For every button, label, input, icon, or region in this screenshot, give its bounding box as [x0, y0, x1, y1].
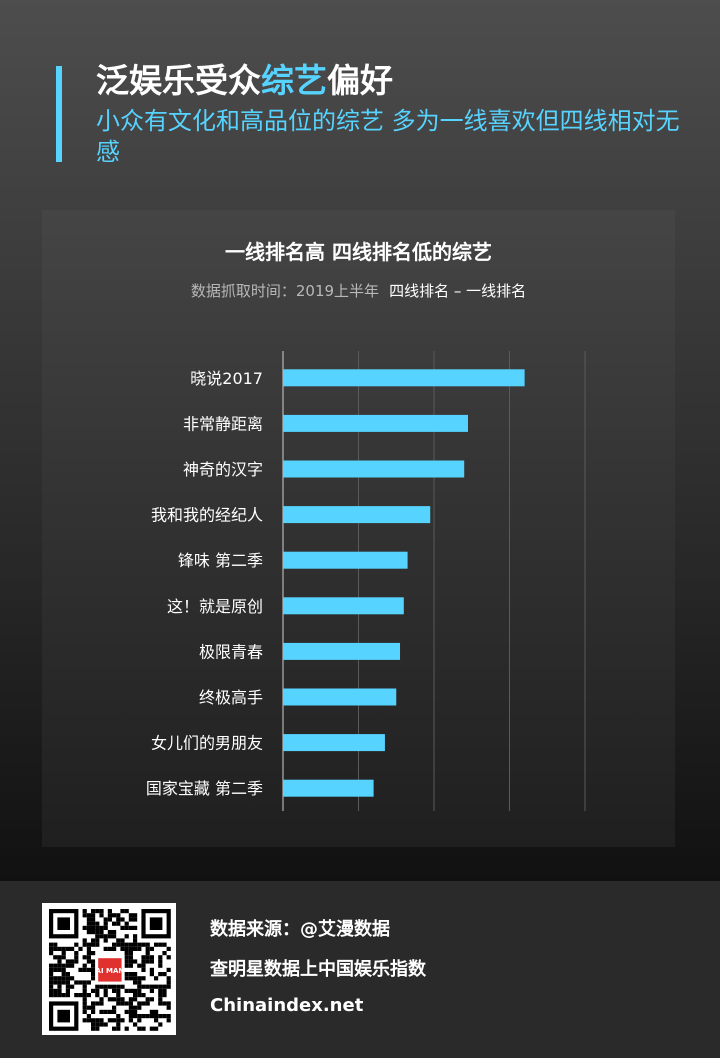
bar	[283, 414, 468, 432]
qr-code[interactable]: AI MAN	[42, 903, 176, 1035]
data-source: 数据来源：@艾漫数据	[210, 919, 390, 940]
page-subtitle: 小众有文化和高品位的综艺 多为一线喜欢但四线相对无感	[96, 107, 680, 166]
category-label: 终极高手	[199, 688, 263, 707]
bar	[283, 551, 408, 569]
bar	[283, 779, 374, 797]
bar	[283, 734, 385, 752]
category-label: 极限青春	[199, 642, 263, 661]
website-link[interactable]: Chinaindex.net	[210, 995, 364, 1016]
chart-subtitle: 数据抓取时间：2019上半年 四线排名 – 一线排名	[42, 280, 675, 301]
bar	[283, 369, 525, 387]
category-label: 神奇的汉字	[183, 460, 263, 479]
accent-bar	[56, 66, 62, 162]
category-label: 锋味 第二季	[178, 551, 263, 570]
chart-title: 一线排名高 四线排名低的综艺	[225, 240, 492, 264]
qr-code-pattern: AI MAN	[49, 909, 171, 1031]
chart-date-note: 数据抓取时间：2019上半年	[190, 282, 380, 300]
bar	[283, 642, 401, 660]
page-title-tail: 偏好	[327, 61, 393, 100]
chart-legend: 四线排名 – 一线排名	[389, 282, 527, 300]
page-title-highlight: 综艺	[261, 61, 327, 100]
footer: AI MAN 数据来源：@艾漫数据 查明星数据上中国娱乐指数 Chinainde…	[0, 881, 720, 1058]
chart-panel: 一线排名高 四线排名低的综艺 数据抓取时间：2019上半年 四线排名 – 一线排名…	[42, 210, 675, 847]
category-label: 我和我的经纪人	[151, 506, 263, 525]
category-label: 国家宝藏 第二季	[146, 779, 263, 798]
page-title-main: 泛娱乐受众	[96, 61, 261, 100]
bar	[283, 460, 465, 478]
category-label: 晓说2017	[190, 369, 263, 388]
bar	[283, 597, 404, 615]
tagline: 查明星数据上中国娱乐指数	[210, 959, 426, 980]
bar	[283, 506, 431, 524]
bar	[283, 688, 397, 706]
category-label: 非常静距离	[183, 414, 263, 433]
category-label: 这！就是原创	[167, 597, 263, 616]
category-label: 女儿们的男朋友	[151, 734, 263, 753]
page-title: 泛娱乐受众综艺偏好	[96, 60, 393, 102]
qr-logo: AI MAN	[96, 967, 125, 975]
